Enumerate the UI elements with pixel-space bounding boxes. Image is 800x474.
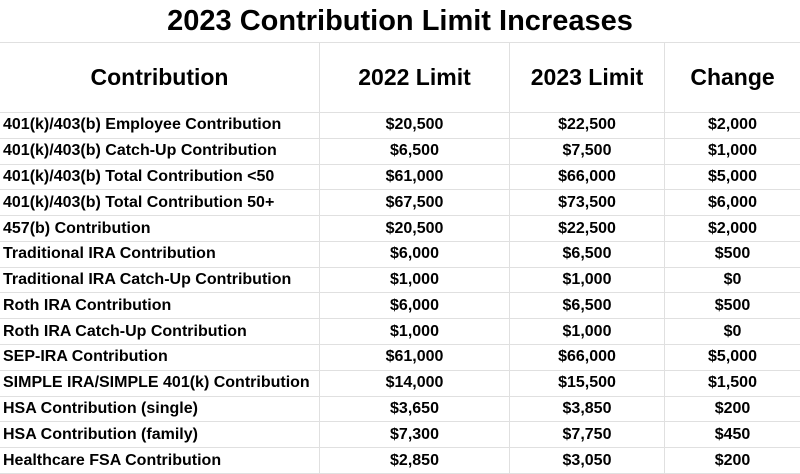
row-label: 401(k)/403(b) Total Contribution 50+ <box>0 190 320 216</box>
row-value-change: $1,500 <box>708 374 757 392</box>
row-value-limit_2023: $66,000 <box>510 345 665 370</box>
row-value-change: $6,000 <box>708 193 757 211</box>
table-row: SEP-IRA Contribution $61,000 $66,000 $5,000 <box>0 345 800 371</box>
row-value-change: $500 <box>714 245 751 263</box>
row-value-limit_2023: $7,500 <box>510 138 665 164</box>
row-value-limit_2023: $6,500 <box>510 241 665 267</box>
table-row: 401(k)/403(b) Employee Contribution $20,5… <box>0 113 800 139</box>
row-value-limit_2023: $6,500 <box>510 293 665 319</box>
row-value-change: $2,000 <box>708 219 757 237</box>
row-value-change: $5,000 <box>708 167 757 185</box>
row-value-limit_2022: $1,000 <box>320 267 510 293</box>
row-value-limit_2022: $1,000 <box>320 319 510 345</box>
column-header-2022-limit: 2022 Limit <box>320 43 510 112</box>
row-label: HSA Contribution (single) <box>0 396 320 422</box>
table-row: 457(b) Contribution $20,500 $22,500 $2,000 <box>0 216 800 242</box>
table-body: 401(k)/403(b) Employee Contribution $20,5… <box>0 113 800 474</box>
row-value-limit_2023: $66,000 <box>510 164 665 190</box>
row-value-limit_2022: $2,850 <box>320 448 510 473</box>
page-title: 2023 Contribution Limit Increases <box>167 4 633 37</box>
table-row: Traditional IRA Catch-Up Contribution $1,… <box>0 267 800 294</box>
row-value-change: $0 <box>723 322 742 340</box>
column-header-change: Change <box>690 64 775 90</box>
row-value-limit_2022: $6,000 <box>320 241 510 267</box>
row-label: Traditional IRA Contribution <box>0 241 320 267</box>
row-value-change: $450 <box>714 425 751 443</box>
row-value-change: $2,000 <box>708 116 757 134</box>
row-label: 401(k)/403(b) Catch-Up Contribution <box>0 138 320 164</box>
column-header-2023-limit: 2023 Limit <box>510 43 665 112</box>
row-value-change: $200 <box>714 451 751 469</box>
row-label: 401(k)/403(b) Employee Contribution <box>0 113 320 138</box>
table-row: 401(k)/403(b) Total Contribution 50+ $67,… <box>0 190 800 217</box>
row-value-limit_2023: $3,850 <box>510 396 665 422</box>
row-value-limit_2023: $3,050 <box>510 448 665 473</box>
row-label: SIMPLE IRA/SIMPLE 401(k) Contribution <box>0 370 320 396</box>
row-label: SEP-IRA Contribution <box>0 345 320 370</box>
row-value-change: $5,000 <box>708 348 757 366</box>
table-row: Roth IRA Contribution $6,000 $6,500 $500 <box>0 293 800 320</box>
row-value-limit_2023: $7,750 <box>510 422 665 448</box>
row-value-limit_2022: $3,650 <box>320 396 510 422</box>
row-value-limit_2022: $20,500 <box>320 113 510 138</box>
row-value-limit_2022: $6,000 <box>320 293 510 319</box>
table-header-row: Contribution 2022 Limit 2023 Limit Chang… <box>0 43 800 113</box>
row-value-limit_2022: $20,500 <box>320 216 510 241</box>
table-row: 401(k)/403(b) Catch-Up Contribution $6,50… <box>0 138 800 165</box>
table-row: Roth IRA Catch-Up Contribution $1,000 $1,0… <box>0 319 800 346</box>
table-row: HSA Contribution (family) $7,300 $7,750 $45… <box>0 422 800 449</box>
row-label: Roth IRA Contribution <box>0 293 320 319</box>
row-value-change: $0 <box>723 271 742 289</box>
row-label: Healthcare FSA Contribution <box>0 448 320 473</box>
row-value-change: $200 <box>714 399 751 417</box>
table-row: Traditional IRA Contribution $6,000 $6,500… <box>0 241 800 268</box>
row-value-limit_2022: $67,500 <box>320 190 510 216</box>
table-row: SIMPLE IRA/SIMPLE 401(k) Contribution $14… <box>0 370 800 397</box>
table-row: HSA Contribution (single) $3,650 $3,850 $20… <box>0 396 800 423</box>
row-value-change: $1,000 <box>708 142 757 160</box>
row-value-limit_2022: $6,500 <box>320 138 510 164</box>
table-row: 401(k)/403(b) Total Contribution <50 $61,… <box>0 164 800 191</box>
row-value-limit_2023: $1,000 <box>510 319 665 345</box>
row-label: 401(k)/403(b) Total Contribution <50 <box>0 164 320 190</box>
row-label: HSA Contribution (family) <box>0 422 320 448</box>
row-value-change: $500 <box>714 296 751 314</box>
row-label: Roth IRA Catch-Up Contribution <box>0 319 320 345</box>
column-header-contribution: Contribution <box>0 43 320 112</box>
row-value-limit_2023: $22,500 <box>510 216 665 241</box>
row-value-limit_2023: $15,500 <box>510 370 665 396</box>
row-value-limit_2023: $22,500 <box>510 113 665 138</box>
row-value-limit_2022: $61,000 <box>320 164 510 190</box>
row-value-limit_2022: $61,000 <box>320 345 510 370</box>
row-value-limit_2023: $1,000 <box>510 267 665 293</box>
table-row: Healthcare FSA Contribution $2,850 $3,050 $… <box>0 448 800 474</box>
row-value-limit_2022: $14,000 <box>320 370 510 396</box>
row-value-limit_2023: $73,500 <box>510 190 665 216</box>
row-value-limit_2022: $7,300 <box>320 422 510 448</box>
row-label: Traditional IRA Catch-Up Contribution <box>0 267 320 293</box>
row-label: 457(b) Contribution <box>0 216 320 241</box>
contribution-limits-table: Contribution 2022 Limit 2023 Limit Chang… <box>0 42 800 474</box>
